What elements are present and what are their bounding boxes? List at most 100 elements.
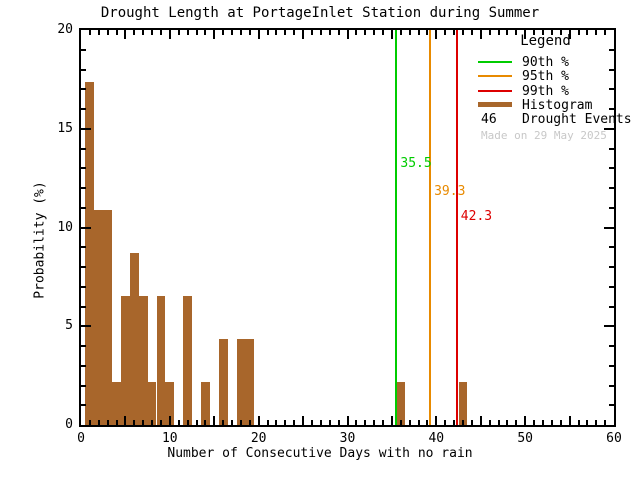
x-tick: [151, 420, 154, 425]
x-tick: [177, 30, 180, 35]
x-tick: [373, 30, 376, 35]
y-tick-label: 15: [57, 120, 73, 136]
legend-item-histogram: Histogram: [522, 98, 593, 113]
y-tick: [609, 404, 614, 407]
x-tick: [142, 30, 145, 35]
x-tick: [515, 30, 518, 35]
y-tick: [609, 167, 614, 170]
x-tick: [319, 420, 322, 425]
x-tick: [133, 420, 136, 425]
y-tick: [609, 48, 614, 51]
x-tick: [479, 30, 482, 39]
legend-events-count: 46: [481, 112, 497, 127]
percentile-value-90th: 35.5: [400, 156, 432, 171]
y-tick: [81, 384, 86, 387]
legend-title: Legend: [520, 33, 571, 49]
x-tick: [168, 416, 171, 425]
x-tick: [453, 420, 456, 425]
histogram-bar: [200, 382, 210, 425]
x-tick: [444, 30, 447, 35]
y-tick-label: 5: [65, 318, 73, 334]
x-tick: [275, 420, 278, 425]
y-tick: [81, 226, 91, 229]
x-tick: [515, 420, 518, 425]
legend-swatch-90th-percentile: [478, 61, 512, 63]
x-tick: [568, 416, 571, 425]
x-tick: [559, 420, 562, 425]
x-tick: [470, 420, 473, 425]
x-tick: [160, 30, 162, 35]
y-tick: [81, 88, 86, 91]
x-tick: [186, 420, 189, 425]
x-tick: [533, 30, 536, 35]
y-tick: [609, 305, 614, 308]
legend-swatch-99th-percentile: [478, 90, 512, 92]
y-tick: [81, 167, 86, 170]
x-tick: [239, 420, 242, 425]
x-tick: [88, 30, 91, 35]
x-tick: [168, 30, 171, 39]
y-tick: [609, 88, 614, 91]
x-tick: [222, 420, 225, 425]
x-tick: [213, 416, 216, 425]
y-tick: [609, 108, 614, 110]
histogram-bar: [165, 382, 175, 425]
x-tick: [257, 30, 260, 39]
y-tick: [609, 384, 614, 387]
legend-events-label: Drought Events: [522, 112, 632, 127]
x-tick: [248, 420, 251, 425]
x-tick-label: 30: [339, 431, 356, 446]
x-tick: [408, 30, 411, 35]
legend-item-99th-percentile: 99th %: [522, 84, 569, 99]
x-tick: [382, 420, 384, 425]
x-tick: [604, 420, 607, 425]
x-tick: [506, 30, 509, 35]
x-tick: [124, 416, 127, 425]
x-tick-label: 50: [517, 431, 534, 446]
histogram-bar: [396, 382, 406, 425]
histogram-bar: [121, 296, 130, 425]
histogram-bar: [85, 81, 95, 425]
x-tick: [160, 420, 162, 425]
percentile-value-95th: 39.3: [434, 184, 466, 199]
y-tick: [81, 345, 86, 347]
y-tick: [609, 206, 614, 209]
x-tick: [284, 30, 287, 35]
x-tick: [266, 30, 269, 35]
histogram-bar: [156, 296, 166, 425]
x-tick: [541, 420, 544, 425]
chart-title: Drought Length at PortageInlet Station d…: [100, 5, 540, 21]
x-tick: [399, 30, 402, 35]
x-tick: [426, 420, 429, 425]
x-tick: [204, 420, 207, 425]
x-tick: [239, 30, 242, 35]
x-tick: [595, 30, 598, 35]
x-tick-label: 10: [161, 431, 178, 446]
x-tick: [231, 30, 233, 35]
x-tick: [231, 420, 233, 425]
percentile-line-99th: [455, 30, 458, 425]
x-tick: [577, 30, 580, 35]
y-tick: [609, 266, 614, 268]
x-tick: [248, 30, 251, 35]
x-tick: [417, 420, 420, 425]
x-tick-label: 0: [77, 431, 85, 446]
x-tick: [524, 30, 527, 39]
x-tick: [355, 30, 358, 35]
x-tick: [524, 416, 527, 425]
x-tick: [346, 416, 349, 425]
legend-swatch-histogram: [478, 102, 512, 107]
percentile-value-99th: 42.3: [460, 209, 493, 224]
x-tick: [550, 30, 553, 35]
x-tick: [444, 420, 447, 425]
legend-swatch-95th-percentile: [478, 75, 512, 77]
x-tick: [257, 416, 260, 425]
y-tick: [609, 364, 614, 367]
y-tick: [609, 345, 614, 347]
x-tick: [337, 420, 340, 425]
x-tick: [462, 420, 464, 425]
x-tick: [186, 30, 189, 35]
x-tick: [586, 420, 589, 425]
x-tick: [355, 420, 358, 425]
